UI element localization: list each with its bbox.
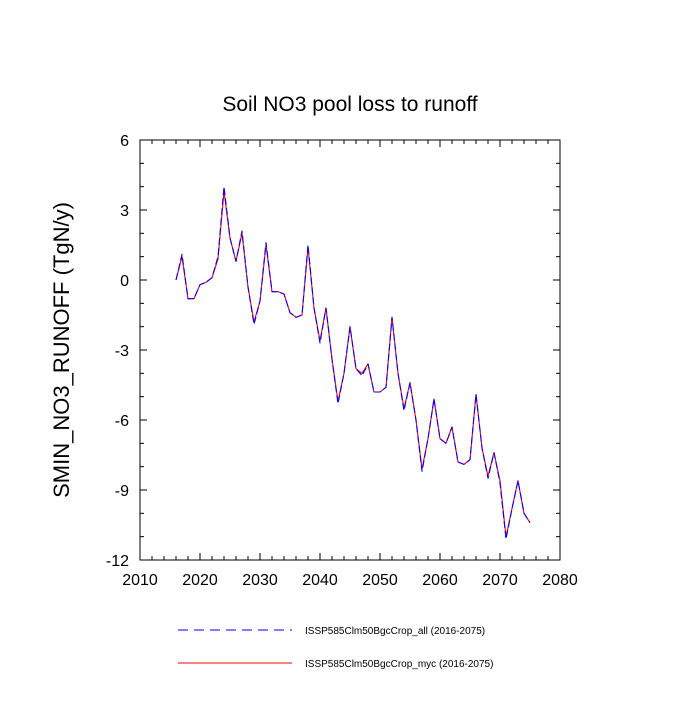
y-tick-label: 6: [120, 133, 129, 150]
x-tick-label: 2070: [482, 572, 518, 589]
y-tick-label: 0: [120, 273, 129, 290]
plot-frame: [139, 139, 561, 561]
x-tick-label: 2080: [542, 572, 578, 589]
y-tick-label: 3: [120, 203, 129, 220]
legend: ISSP585Clm50BgcCrop_all (2016-2075) ISSP5…: [178, 626, 493, 670]
y-tick-label: -9: [115, 483, 129, 500]
y-axis-label: SMIN_NO3_RUNOFF (TgN/y): [49, 202, 74, 498]
series-line-2: [175, 190, 531, 538]
x-tick-label: 2020: [182, 572, 218, 589]
series-line-1: [175, 186, 531, 540]
y-tick-label: -6: [115, 413, 129, 430]
axis-ticks: 2010 2020 2030 2040 2050 2060 2070 2080 6 3 0 -3 -6 -…: [106, 133, 578, 589]
series-lines: [175, 186, 531, 540]
chart-title: Soil NO3 pool loss to runoff: [222, 93, 477, 116]
x-tick-label: 2010: [122, 572, 158, 589]
legend-label-1: ISSP585Clm50BgcCrop_all (2016-2075): [305, 626, 485, 637]
legend-label-2: ISSP585Clm50BgcCrop_myc (2016-2075): [305, 659, 493, 670]
y-tick-label: -12: [106, 553, 129, 570]
x-tick-label: 2060: [422, 572, 458, 589]
y-tick-label: -3: [115, 343, 129, 360]
x-tick-label: 2050: [362, 572, 398, 589]
x-tick-label: 2030: [242, 572, 278, 589]
x-tick-label: 2040: [302, 572, 338, 589]
